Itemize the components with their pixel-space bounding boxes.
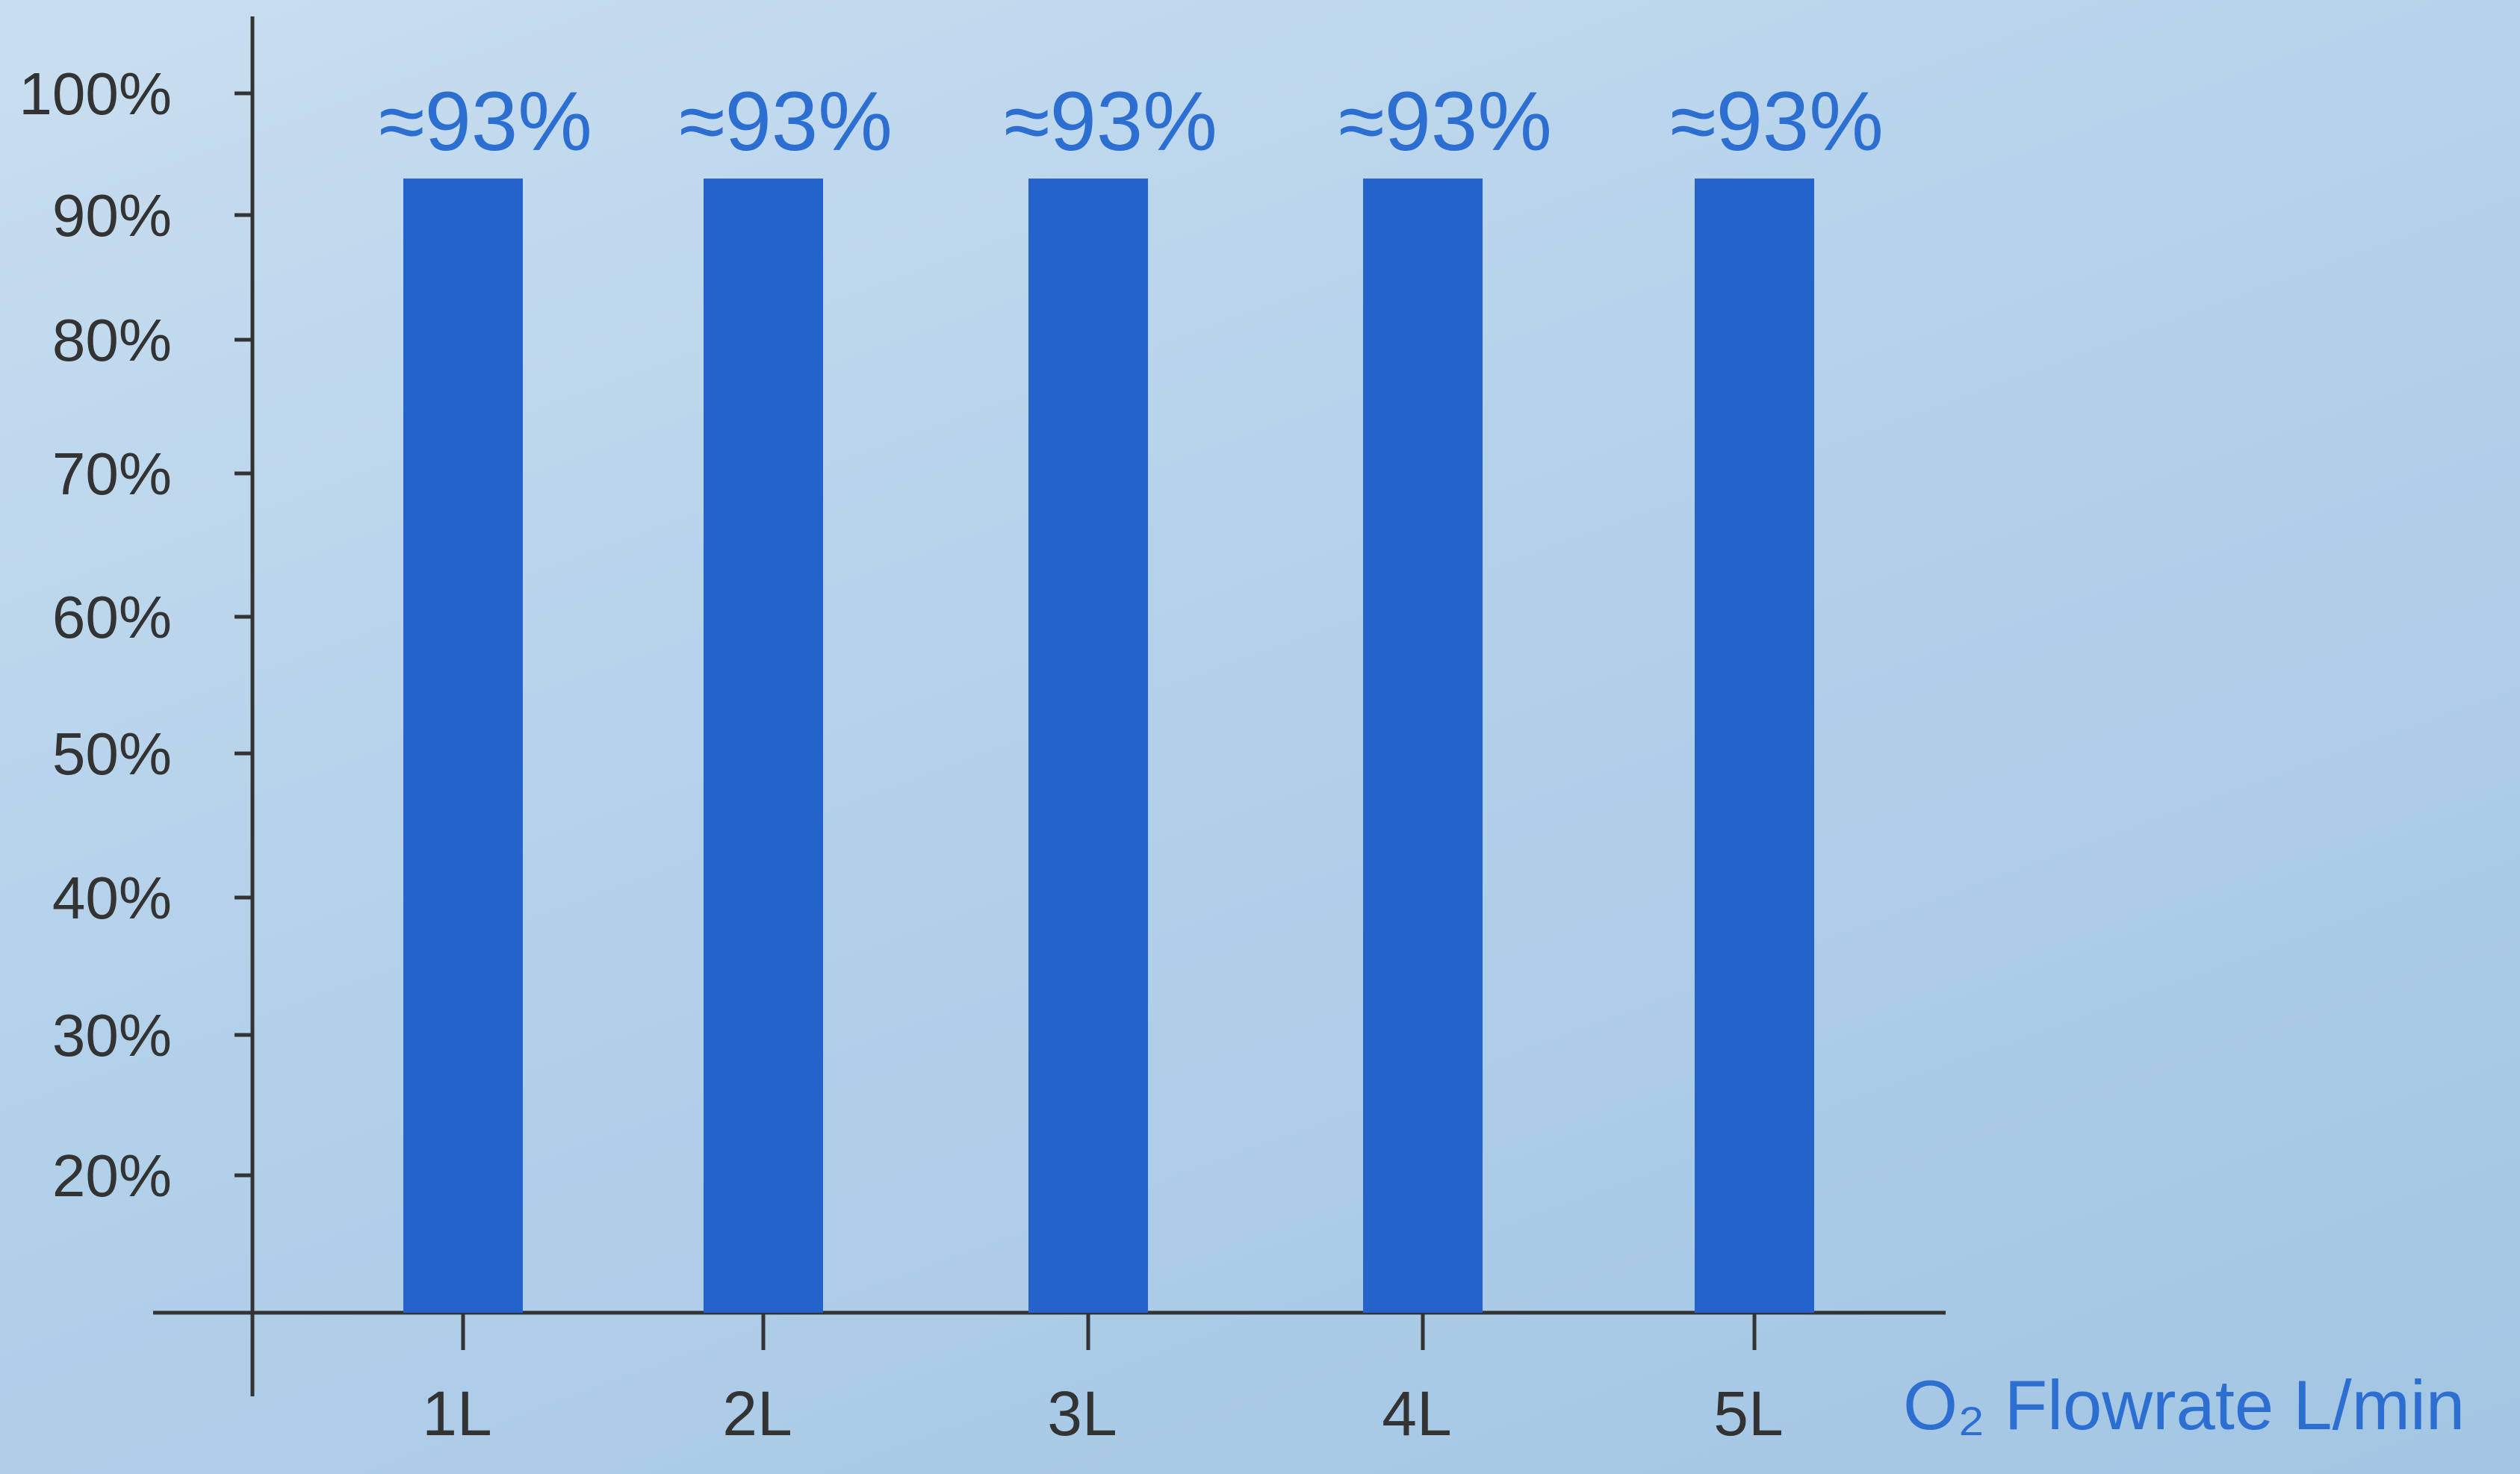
x-tick-label: 4L xyxy=(1382,1378,1451,1449)
y-tick-label: 80% xyxy=(52,307,172,373)
y-tick-label: 30% xyxy=(52,1002,172,1069)
bar xyxy=(1695,178,1814,1313)
data-label: ≈93% xyxy=(1004,75,1217,168)
y-axis: 20% 30% 40% 50% 60% 70% 80% 90% 100% xyxy=(19,16,255,1396)
y-tick-label: 50% xyxy=(52,721,172,787)
y-tick-label: 70% xyxy=(52,441,172,507)
x-tick-label: 2L xyxy=(722,1378,792,1449)
y-tick-label: 20% xyxy=(52,1142,172,1209)
x-tick-label: 1L xyxy=(422,1378,491,1449)
x-axis: 1L 2L 3L 4L 5L xyxy=(153,1310,1946,1449)
y-tick-label: 60% xyxy=(52,584,172,650)
x-tick-label: 3L xyxy=(1047,1378,1117,1449)
y-tick-label: 100% xyxy=(19,60,172,127)
bar xyxy=(1363,178,1483,1313)
data-labels: ≈93% ≈93% ≈93% ≈93% ≈93% xyxy=(379,75,1884,168)
bar xyxy=(1028,178,1148,1313)
y-tick-label: 40% xyxy=(52,865,172,931)
data-label: ≈93% xyxy=(379,75,592,168)
x-axis-title: O₂ Flowrate L/min xyxy=(1903,1366,2465,1444)
y-tick-label: 90% xyxy=(52,182,172,249)
data-label: ≈93% xyxy=(679,75,893,168)
bar xyxy=(704,178,823,1313)
data-label: ≈93% xyxy=(1670,75,1884,168)
x-tick-label: 5L xyxy=(1713,1378,1783,1449)
bars xyxy=(403,178,1814,1313)
bar xyxy=(403,178,523,1313)
data-label: ≈93% xyxy=(1338,75,1552,168)
